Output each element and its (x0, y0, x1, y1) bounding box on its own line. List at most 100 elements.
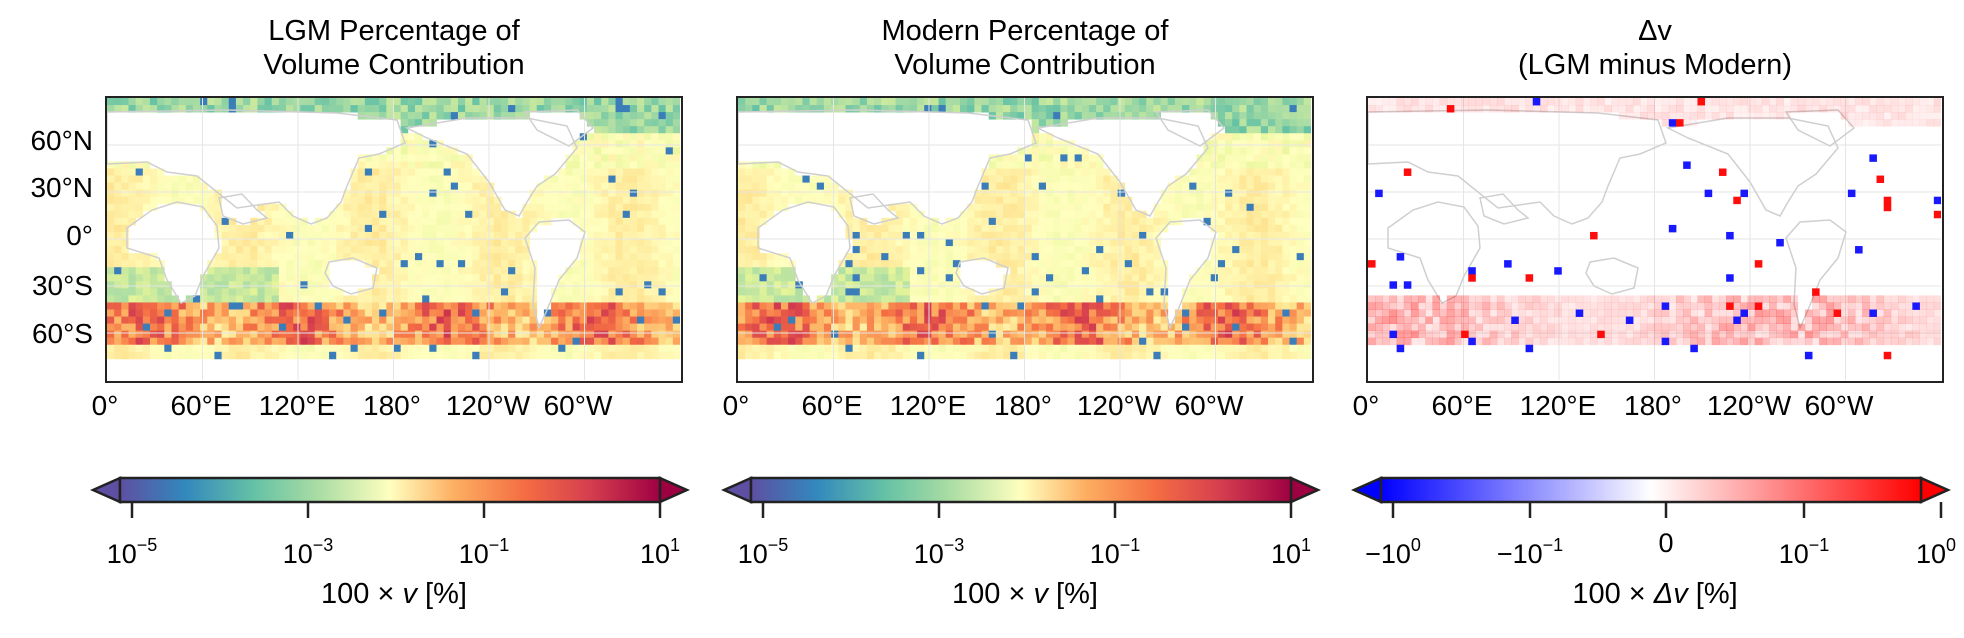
heatmap-cell (300, 351, 308, 360)
heatmap-cell (572, 309, 581, 317)
heatmap-cell (1081, 161, 1090, 169)
heatmap-cell (293, 316, 301, 324)
heatmap-cell (852, 309, 861, 317)
tick-exponent: −1 (1119, 535, 1141, 555)
heatmap-cell (745, 203, 753, 212)
heatmap-cell (888, 323, 896, 332)
heatmap-cell (1253, 288, 1262, 296)
heatmap-cell (149, 105, 158, 113)
heatmap-cell (379, 344, 387, 353)
heatmap-cell (379, 203, 387, 212)
heatmap-cell (1268, 351, 1276, 360)
heatmap-cell (493, 105, 502, 113)
heatmap-cell (1182, 105, 1190, 113)
heatmap-cell (622, 182, 631, 191)
title-line-1: Modern Percentage of (881, 15, 1169, 47)
heatmap-cell (522, 323, 530, 332)
heatmap-cell (1625, 295, 1634, 303)
heatmap-cell (207, 351, 215, 360)
heatmap-cell (1282, 217, 1290, 226)
heatmap-cell (257, 231, 265, 240)
heatmap-cell (608, 239, 616, 247)
heatmap-cell (1045, 112, 1054, 120)
tick-base: 10 (282, 539, 313, 569)
heatmap-cell (1053, 344, 1061, 353)
heatmap-cell (465, 309, 473, 317)
x-tick-label: 60°E (170, 390, 232, 421)
heatmap-cell (1103, 210, 1111, 219)
heatmap-cell (952, 274, 961, 282)
heatmap-cell (1038, 344, 1047, 353)
heatmap-cell (1475, 309, 1483, 317)
heatmap-cell (622, 210, 631, 219)
heatmap-cell (1296, 203, 1305, 212)
heatmap-cell (1010, 246, 1018, 254)
heatmap-cell (1303, 217, 1311, 226)
heatmap-cell (1268, 112, 1276, 120)
heatmap-cell (314, 302, 323, 310)
heatmap-cell (579, 274, 588, 282)
heatmap-cell (1010, 161, 1018, 169)
heatmap-cell (1439, 309, 1448, 317)
heatmap-cell (343, 231, 351, 240)
heatmap-cell (637, 119, 645, 127)
heatmap-cell (644, 260, 652, 268)
heatmap-cell (1024, 323, 1033, 332)
heatmap-cell (1117, 323, 1126, 332)
heatmap-cell (1160, 316, 1169, 324)
heatmap-cell (250, 337, 258, 346)
heatmap-cell (1117, 210, 1126, 219)
heatmap-cell (586, 330, 595, 339)
heatmap-cell (1260, 105, 1269, 113)
heatmap-cell (1704, 105, 1713, 113)
heatmap-cell (1282, 337, 1290, 346)
heatmap-cell (752, 281, 760, 289)
heatmap-cell (1210, 154, 1219, 162)
heatmap-cell (852, 295, 861, 303)
heatmap-cell (350, 246, 359, 254)
heatmap-cell (931, 295, 939, 303)
heatmap-cell (601, 217, 609, 226)
heatmap-cell (422, 337, 430, 346)
heatmap-cell (429, 203, 437, 212)
heatmap-cell (443, 196, 452, 205)
heatmap-cell (1060, 330, 1068, 339)
heatmap-cell (465, 161, 473, 169)
heatmap-cell (1525, 274, 1534, 282)
heatmap-cell (1847, 105, 1856, 113)
heatmap-cell (1640, 105, 1648, 113)
heatmap-cell (1246, 351, 1255, 360)
heatmap-cell (615, 133, 624, 141)
heatmap-cell (1275, 168, 1283, 176)
heatmap-cell (293, 330, 301, 339)
heatmap-cell (243, 295, 251, 303)
heatmap-cell (981, 253, 990, 261)
heatmap-cell (558, 337, 566, 346)
heatmap-cell (479, 295, 488, 303)
heatmap-cell (615, 126, 624, 134)
heatmap-cell (457, 105, 466, 113)
heatmap-cell (1268, 323, 1276, 332)
heatmap-cell (1182, 98, 1190, 106)
heatmap-cell (551, 351, 559, 360)
heatmap-cell (594, 203, 602, 212)
heatmap-cell (1103, 288, 1111, 296)
heatmap-cell (1096, 189, 1104, 198)
heatmap-cell (1468, 302, 1476, 310)
heatmap-cell (243, 246, 251, 254)
heatmap-cell (465, 210, 473, 219)
heatmap-cell (938, 288, 947, 296)
heatmap-cell (1003, 295, 1011, 303)
heatmap-cell (572, 274, 581, 282)
heatmap-cell (1833, 316, 1842, 324)
heatmap-cell (429, 337, 437, 346)
heatmap-cell (974, 189, 982, 198)
heatmap-cell (400, 189, 409, 198)
heatmap-cell (364, 182, 373, 191)
heatmap-cell (1031, 189, 1040, 198)
heatmap-cell (1160, 330, 1169, 339)
heatmap-cell (601, 337, 609, 346)
heatmap-cell (300, 288, 308, 296)
heatmap-cell (200, 323, 208, 332)
heatmap-cell (752, 189, 760, 198)
